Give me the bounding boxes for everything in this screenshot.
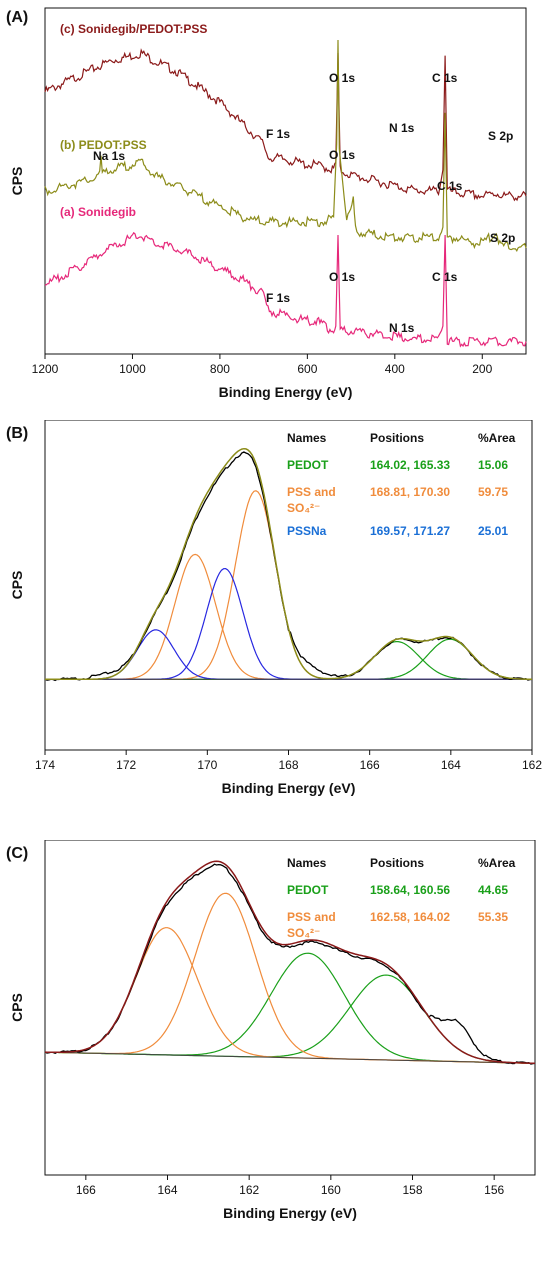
table-row-name: PSS and bbox=[287, 485, 336, 499]
table-row-area: 59.75 bbox=[478, 485, 508, 499]
x-tick-label: 172 bbox=[116, 758, 136, 772]
table-row-name: PSSNa bbox=[287, 524, 327, 538]
peak-label: S 2p bbox=[488, 129, 513, 143]
x-axis-label: Binding Energy (eV) bbox=[219, 384, 353, 400]
y-axis-label: CPS bbox=[9, 993, 25, 1022]
x-tick-label: 160 bbox=[321, 1183, 341, 1197]
x-tick-label: 158 bbox=[402, 1183, 422, 1197]
table-row-name: PSS and bbox=[287, 910, 336, 924]
plot-frame bbox=[44, 7, 527, 355]
x-tick-label: 800 bbox=[210, 362, 230, 376]
table-row-positions: 164.02, 165.33 bbox=[370, 458, 450, 472]
series-label: (a) Sonidegib bbox=[60, 205, 136, 219]
y-axis-label: CPS bbox=[9, 167, 25, 196]
peak-label: N 1s bbox=[389, 321, 415, 335]
series-line-2 bbox=[44, 39, 527, 253]
series-label: (c) Sonidegib/PEDOT:PSS bbox=[60, 22, 207, 36]
x-tick-label: 166 bbox=[360, 758, 380, 772]
x-axis-label: Binding Energy (eV) bbox=[223, 1205, 357, 1221]
peak-label: C 1s bbox=[437, 179, 463, 193]
fit-peak-3-1 bbox=[45, 567, 532, 680]
peak-label: F 1s bbox=[266, 291, 290, 305]
table-header-area: %Area bbox=[478, 856, 516, 870]
fit-envelope-line bbox=[44, 860, 535, 1065]
table-row-positions: 158.64, 160.56 bbox=[370, 883, 450, 897]
background-line bbox=[44, 1051, 536, 1064]
x-tick-label: 600 bbox=[297, 362, 317, 376]
table-row-name: SO₄²⁻ bbox=[287, 501, 320, 515]
table-header-names: Names bbox=[287, 856, 327, 870]
x-tick-label: 400 bbox=[385, 362, 405, 376]
table-row-positions: 168.81, 170.30 bbox=[370, 485, 450, 499]
fit-peak-2-2 bbox=[45, 553, 532, 680]
fit-peak-1-2 bbox=[45, 952, 535, 1064]
peak-label: O 1s bbox=[329, 71, 355, 85]
table-row-area: 55.35 bbox=[478, 910, 508, 924]
panel-c: 166 164 162 160 158 156 Binding Energy (eV) CPS… bbox=[0, 840, 550, 1263]
fit-envelope-line bbox=[45, 447, 532, 681]
x-tick-label: 164 bbox=[157, 1183, 177, 1197]
x-axis-label: Binding Energy (eV) bbox=[222, 780, 356, 796]
table-header-names: Names bbox=[287, 431, 327, 445]
peak-label: S 2p bbox=[490, 231, 515, 245]
x-tick-label: 164 bbox=[441, 758, 461, 772]
x-tick-label: 1200 bbox=[32, 362, 59, 376]
x-tick-label: 1000 bbox=[119, 362, 146, 376]
peak-label: N 1s bbox=[389, 121, 415, 135]
x-tick-label: 166 bbox=[76, 1183, 96, 1197]
table-row-name: PEDOT bbox=[287, 458, 329, 472]
table-row-area: 25.01 bbox=[478, 524, 508, 538]
peak-label: O 1s bbox=[329, 270, 355, 284]
x-tick-label: 168 bbox=[278, 758, 298, 772]
table-row-positions: 162.58, 164.02 bbox=[370, 910, 450, 924]
s2p-sonidegib-pedot-pss-chart: 166 164 162 160 158 156 Binding Energy (eV) CPS… bbox=[6, 840, 536, 1221]
x-tick-label: 162 bbox=[239, 1183, 259, 1197]
peak-label: O 1s bbox=[329, 148, 355, 162]
plot-frame bbox=[44, 840, 536, 1176]
x-tick-label: 170 bbox=[197, 758, 217, 772]
peak-label: C 1s bbox=[432, 270, 458, 284]
table-row-positions: 169.57, 171.27 bbox=[370, 524, 450, 538]
series-label: (b) PEDOT:PSS bbox=[60, 138, 147, 152]
peak-label: F 1s bbox=[266, 127, 290, 141]
xps-survey-chart: 1200 1000 800 600 400 200 Binding Energy (eV) C… bbox=[6, 7, 527, 400]
x-tick-label: 174 bbox=[35, 758, 55, 772]
series-line-1 bbox=[44, 48, 527, 202]
table-header-positions: Positions bbox=[370, 431, 424, 445]
panel-label: (C) bbox=[6, 845, 28, 862]
panel-label: (A) bbox=[6, 9, 28, 26]
panel-label: (B) bbox=[6, 425, 28, 442]
table-row-name: SO₄²⁻ bbox=[287, 926, 320, 940]
table-row-name: PEDOT bbox=[287, 883, 329, 897]
x-tick-label: 156 bbox=[484, 1183, 504, 1197]
table-row-area: 15.06 bbox=[478, 458, 508, 472]
x-tick-label: 200 bbox=[472, 362, 492, 376]
panel-a: 1200 1000 800 600 400 200 Binding Energy (eV) C… bbox=[0, 0, 550, 420]
series-line-3 bbox=[44, 231, 527, 348]
peak-label: C 1s bbox=[432, 71, 458, 85]
x-tick-label: 162 bbox=[522, 758, 542, 772]
table-row-area: 44.65 bbox=[478, 883, 508, 897]
y-axis-label: CPS bbox=[9, 571, 25, 600]
table-header-positions: Positions bbox=[370, 856, 424, 870]
fit-peak-3-2 bbox=[45, 629, 532, 680]
panel-b: 174 172 170 168 166 164 162 Binding Energy (eV)… bbox=[0, 420, 550, 840]
s2p-pedot-pss-chart: 174 172 170 168 166 164 162 Binding Energy (eV)… bbox=[6, 420, 542, 796]
table-header-area: %Area bbox=[478, 431, 516, 445]
peak-label: Na 1s bbox=[93, 149, 125, 163]
fit-peak-2-1 bbox=[45, 490, 532, 680]
